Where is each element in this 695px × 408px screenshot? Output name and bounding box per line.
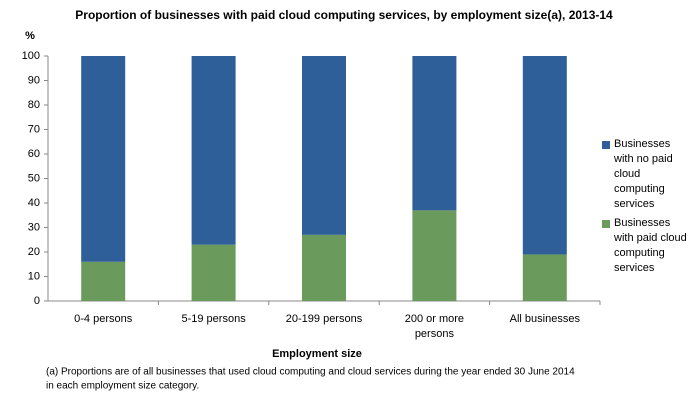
legend-label: Businesses with no paid cloud computing …: [614, 138, 673, 210]
chart-title: Proportion of businesses with paid cloud…: [75, 8, 613, 22]
footnote: in each employment size category.: [46, 381, 199, 392]
bar-segment: [412, 56, 457, 211]
x-tick-label: 20-199 persons: [285, 313, 363, 325]
bar-segment: [81, 261, 126, 301]
y-tick-label: 30: [28, 221, 40, 233]
x-axis-label: Employment size: [272, 348, 362, 360]
y-tick-label: 40: [28, 197, 40, 209]
y-tick-label: 60: [28, 148, 40, 160]
y-tick-label: 90: [28, 74, 40, 86]
y-tick-label: 0: [34, 295, 40, 307]
bar-segment: [302, 234, 346, 301]
y-tick-label: 10: [28, 270, 40, 282]
x-tick-label: 0-4 persons: [74, 313, 133, 325]
y-axis-label: %: [25, 30, 35, 42]
bar-segment: [522, 254, 567, 301]
bar-segment: [191, 244, 236, 301]
bar-segment: [302, 56, 346, 235]
legend-label: Businesses with paid cloud computing ser…: [614, 217, 687, 274]
footnote: (a) Proportions are of all businesses th…: [46, 367, 575, 378]
bar-segment: [522, 56, 567, 255]
legend-swatch: [602, 220, 610, 228]
bar-segment: [191, 56, 236, 245]
y-tick-label: 100: [22, 50, 40, 62]
x-tick-label: All businesses: [509, 313, 580, 325]
y-tick-label: 80: [28, 99, 40, 111]
y-tick-label: 50: [28, 172, 40, 184]
y-tick-label: 20: [28, 246, 40, 258]
x-tick-label: 200 or more persons: [404, 313, 465, 340]
legend-swatch: [602, 141, 610, 149]
y-tick-label: 70: [28, 123, 40, 135]
x-tick-label: 5-19 persons: [181, 313, 246, 325]
bar-segment: [81, 56, 126, 262]
bar-segment: [412, 210, 457, 301]
